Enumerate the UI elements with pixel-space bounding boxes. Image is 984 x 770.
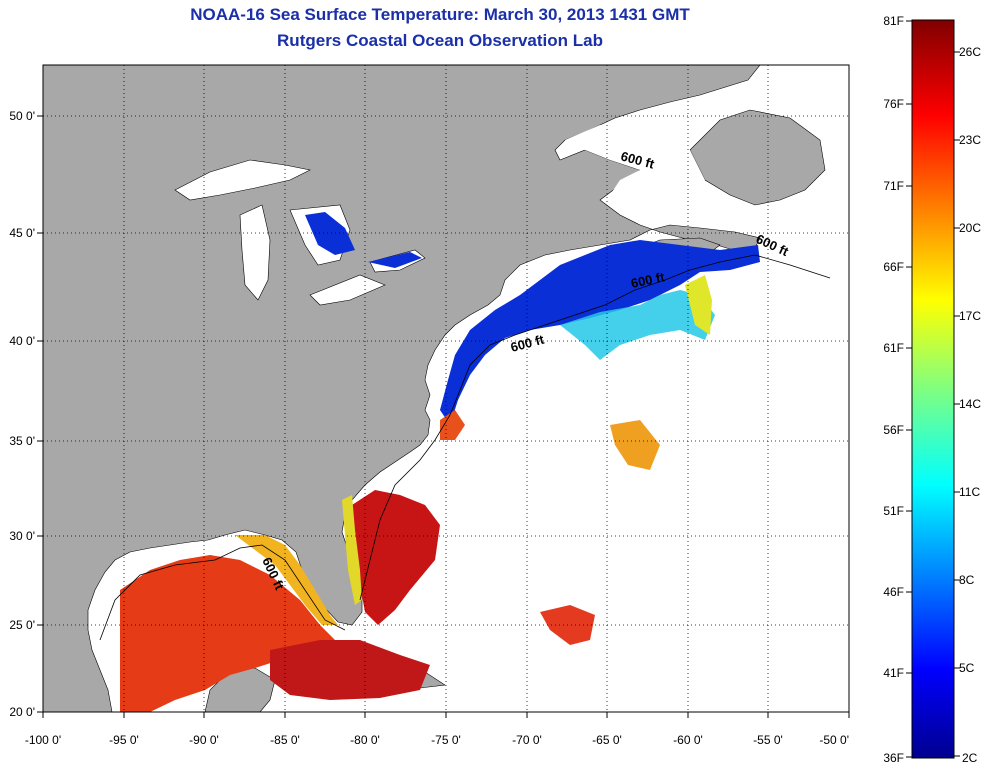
lake-erie	[309, 274, 386, 306]
lon-tick-label: -95 0'	[109, 733, 139, 747]
colorbar-c-label: 26C	[959, 45, 981, 59]
colorbar-c-label: 14C	[959, 397, 981, 411]
colorbar-f-label: 36F	[883, 751, 904, 765]
map-title: NOAA-16 Sea Surface Temperature: March 3…	[190, 5, 690, 24]
lat-tick-label: 35 0'	[9, 434, 35, 448]
600ft-contour	[99, 254, 831, 641]
lon-tick-label: -65 0'	[592, 733, 622, 747]
lake-superior	[174, 159, 311, 201]
colorbar-c-label: 5C	[959, 661, 975, 675]
colorbar-f-label: 46F	[883, 585, 904, 599]
sst-lake-michigan-cold	[305, 212, 355, 255]
colorbar-gradient	[911, 19, 955, 759]
colorbar-f-label: 61F	[883, 341, 904, 355]
sst-cold-shelf	[440, 240, 760, 425]
lon-tick-label: -100 0'	[25, 733, 61, 747]
lake-michigan	[239, 204, 271, 301]
colorbar-f-label: 71F	[883, 179, 904, 193]
colorbar-c-label: 23C	[959, 133, 981, 147]
sst-gulf-stream-florida	[350, 490, 440, 625]
colorbar-c-label: 8C	[959, 573, 975, 587]
lon-tick-label: -75 0'	[431, 733, 461, 747]
colorbar-c-label: 11C	[959, 485, 980, 499]
contour-label-3: 600 ft	[630, 269, 667, 291]
colorbar-f-label: 41F	[883, 666, 904, 680]
sst-offshore-patch-2	[610, 420, 660, 470]
colorbar-f-label: 51F	[883, 504, 904, 518]
sst-west-florida-shelf	[235, 535, 338, 625]
lon-tick-label: -90 0'	[189, 733, 219, 747]
colorbar-f-label: 76F	[883, 97, 904, 111]
land-newfoundland	[689, 109, 826, 206]
lat-tick-label: 45 0'	[9, 226, 35, 240]
colorbar-f-label: 81F	[883, 14, 904, 28]
sst-mid-slope	[560, 290, 715, 360]
map-subtitle: Rutgers Coastal Ocean Observation Lab	[277, 31, 603, 50]
colorbar-c-label: 17C	[959, 309, 981, 323]
colorbar: 81F 76F 71F 66F 61F 56F 51F 46F 41F 36F …	[883, 14, 981, 765]
lon-tick-label: -55 0'	[753, 733, 783, 747]
lat-tick-label: 25 0'	[9, 618, 35, 632]
lat-tick-label: 20 0'	[9, 705, 35, 719]
lon-tick-label: -85 0'	[270, 733, 300, 747]
lon-tick-label: -50 0'	[819, 733, 849, 747]
lon-tick-label: -80 0'	[350, 733, 380, 747]
lat-tick-label: 30 0'	[9, 529, 35, 543]
lat-axis: 20 0' 25 0' 30 0' 35 0' 40 0' 45 0' 50 0…	[9, 109, 43, 719]
colorbar-f-label: 56F	[883, 423, 904, 437]
lat-tick-label: 50 0'	[9, 109, 35, 123]
sst-florida-coast-warm	[342, 495, 362, 605]
lon-tick-label: -60 0'	[673, 733, 703, 747]
sst-cuba-warm	[270, 640, 430, 700]
sst-gulf-of-mexico	[120, 555, 335, 712]
colorbar-f-label: 66F	[883, 260, 904, 274]
colorbar-c-label: 2C	[962, 751, 978, 765]
lon-axis: -100 0' -95 0' -90 0' -85 0' -80 0' -75 …	[25, 712, 850, 747]
sst-gulfstream-edge	[685, 275, 712, 335]
lat-tick-label: 40 0'	[9, 334, 35, 348]
lon-tick-label: -70 0'	[512, 733, 542, 747]
sst-lake-erie-cold	[368, 252, 422, 268]
colorbar-c-label: 20C	[959, 221, 981, 235]
gulf-st-lawrence	[565, 120, 705, 215]
